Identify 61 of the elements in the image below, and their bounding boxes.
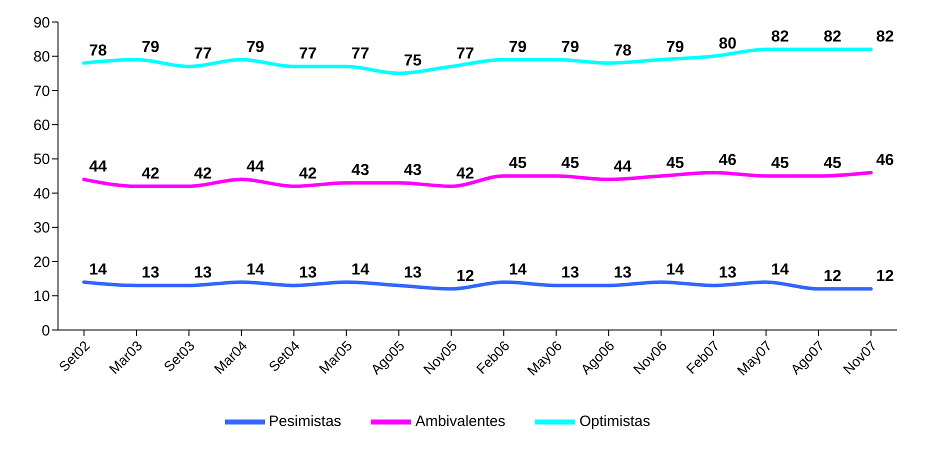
legend-label: Optimistas: [579, 412, 650, 430]
data-label: 75: [404, 52, 422, 70]
data-label: 79: [666, 38, 684, 56]
data-label: 45: [771, 155, 790, 172]
data-label: 13: [298, 264, 317, 282]
y-tick-label: 40: [33, 185, 50, 202]
legend-label: Pesimistas: [268, 412, 342, 430]
data-label: 46: [718, 152, 737, 169]
data-label: 79: [246, 38, 264, 56]
data-label: 43: [351, 162, 370, 180]
data-label: 79: [561, 38, 580, 56]
data-label: 12: [876, 268, 894, 286]
data-label: 14: [246, 261, 264, 278]
data-label: 77: [194, 46, 212, 63]
y-tick-label: 80: [33, 48, 50, 66]
y-tick-label: 90: [33, 14, 50, 32]
y-tick-label: 10: [33, 288, 50, 306]
data-label: 45: [824, 155, 842, 172]
y-tick-label: 50: [33, 151, 50, 168]
data-label: 14: [508, 261, 527, 278]
data-label: 13: [194, 264, 212, 282]
data-label: 12: [824, 268, 842, 286]
data-label: 14: [89, 261, 107, 278]
data-label: 12: [456, 268, 474, 286]
data-label: 82: [876, 28, 894, 46]
data-label: 77: [298, 46, 317, 63]
y-tick-label: 60: [33, 116, 50, 134]
data-label: 46: [876, 152, 894, 169]
data-label: 82: [824, 28, 842, 46]
data-label: 43: [404, 162, 422, 180]
data-label: 45: [666, 155, 684, 172]
data-label: 13: [404, 264, 422, 282]
data-label: 77: [456, 46, 474, 63]
data-label: 42: [194, 165, 212, 182]
data-label: 82: [771, 28, 790, 46]
data-label: 14: [351, 261, 370, 278]
data-label: 45: [508, 155, 527, 172]
data-label: 13: [718, 264, 737, 282]
data-label: 79: [508, 38, 527, 56]
data-label: 79: [142, 38, 160, 56]
y-tick-label: 20: [33, 254, 50, 271]
data-label: 42: [298, 165, 317, 182]
y-tick-label: 70: [33, 82, 50, 100]
data-label: 45: [561, 155, 580, 172]
data-label: 80: [718, 35, 737, 52]
data-label: 42: [456, 165, 474, 182]
data-label: 77: [351, 46, 370, 63]
data-label: 14: [666, 261, 684, 278]
data-label: 78: [614, 42, 632, 60]
data-label: 44: [246, 158, 264, 176]
y-tick-label: 30: [33, 220, 50, 237]
data-label: 13: [614, 264, 632, 282]
y-tick-label: 0: [42, 322, 50, 340]
data-label: 42: [142, 165, 160, 182]
data-label: 44: [89, 158, 107, 176]
data-label: 14: [771, 261, 790, 278]
data-label: 44: [614, 158, 632, 176]
data-label: 78: [89, 42, 107, 60]
data-label: 13: [142, 264, 160, 282]
legend-label: Ambivalentes: [415, 412, 506, 430]
data-label: 13: [561, 264, 580, 282]
